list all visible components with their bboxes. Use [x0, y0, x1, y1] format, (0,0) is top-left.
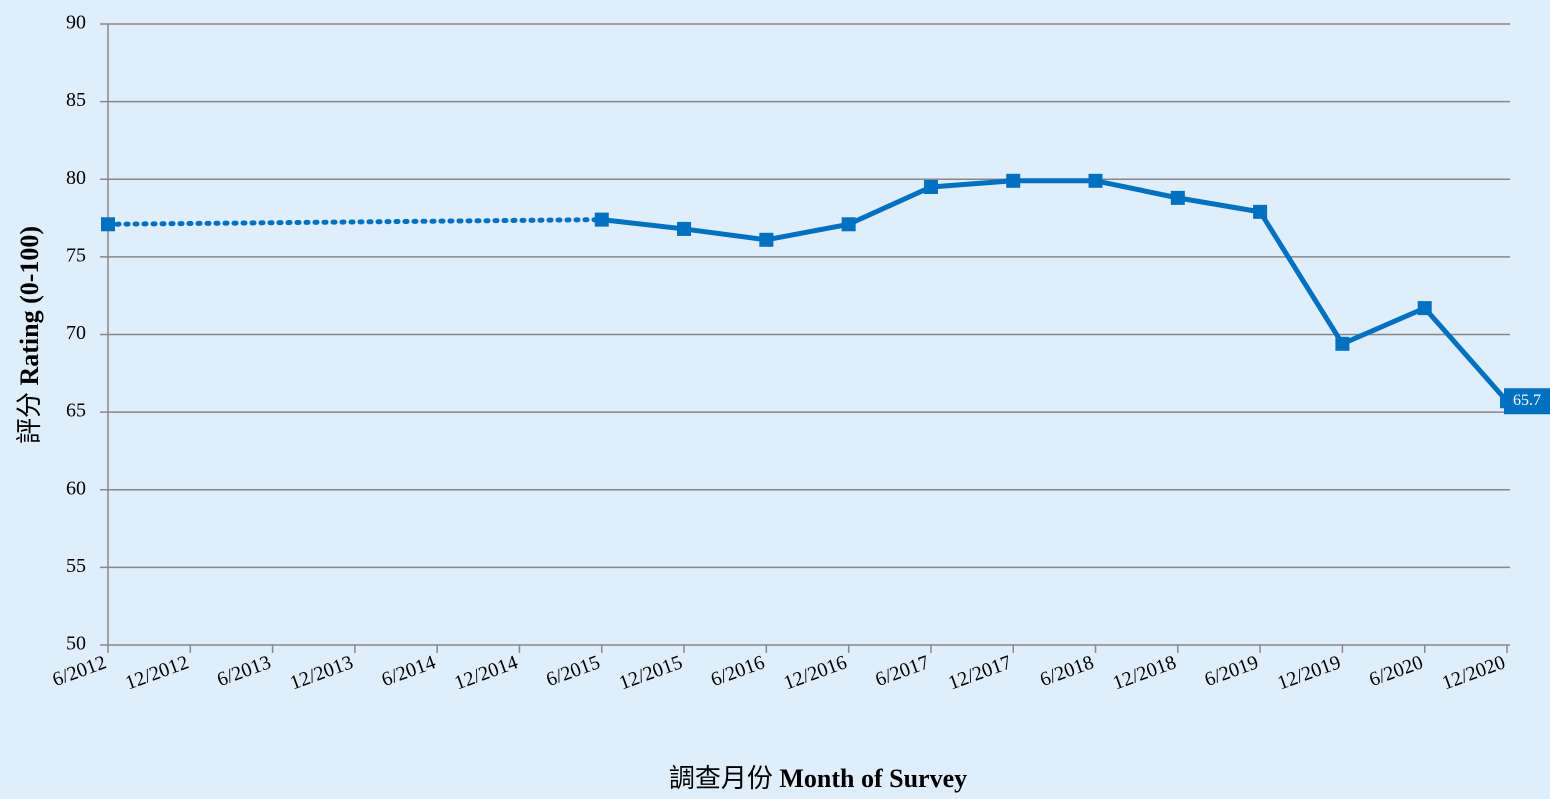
marker [759, 232, 774, 247]
y-tick-label: 75 [66, 244, 86, 266]
y-axis-title: 評分 Rating (0-100) [15, 226, 44, 444]
y-tick-label: 80 [66, 167, 86, 189]
y-tick-label: 55 [66, 555, 86, 577]
y-axis-title-en: Rating (0-100) [15, 226, 44, 386]
y-tick-label: 70 [66, 322, 86, 344]
marker [101, 217, 115, 232]
marker [1417, 301, 1432, 316]
gap-connector [105, 217, 605, 227]
marker [594, 212, 609, 227]
y-tick-label: 50 [66, 633, 86, 655]
data-label: 65.7 [1513, 392, 1541, 409]
marker [1253, 204, 1268, 219]
marker [1006, 173, 1021, 188]
y-tick-label: 90 [66, 12, 86, 34]
marker [1088, 173, 1103, 188]
line [601, 178, 1509, 403]
data-label-box [1504, 388, 1550, 415]
x-axis-title-en: Month of Survey [779, 764, 967, 793]
marker [1170, 190, 1185, 205]
x-axis-title-zh: 調查月份 [669, 764, 773, 793]
y-tick-label: 60 [66, 477, 86, 499]
marker [1335, 336, 1350, 351]
y-axis-title-zh: 評分 [15, 392, 44, 444]
y-tick-label: 85 [66, 89, 86, 111]
x-axis-title: 調查月份 Month of Survey [669, 764, 967, 793]
marker [677, 221, 692, 236]
y-tick-label: 65 [66, 400, 86, 422]
marker [923, 180, 938, 195]
marker [841, 217, 856, 232]
